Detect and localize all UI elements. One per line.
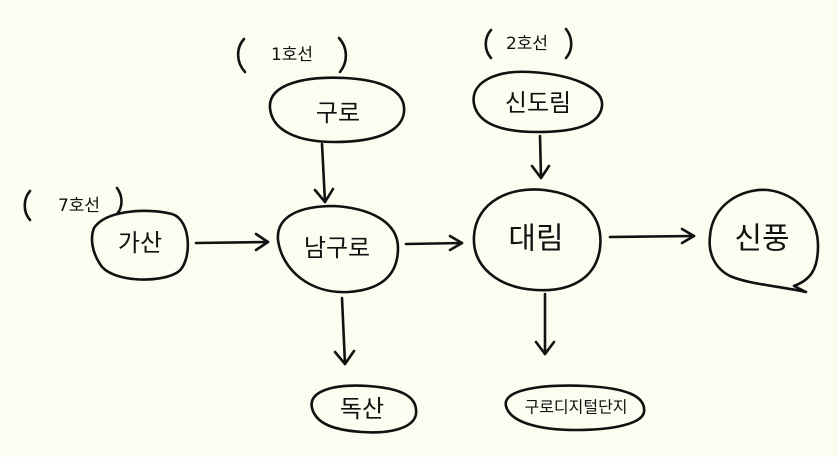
node-label: 구로 bbox=[316, 99, 360, 127]
node-outline bbox=[708, 188, 820, 294]
node-outline bbox=[268, 76, 406, 144]
node-outline bbox=[472, 188, 602, 292]
paren-left bbox=[484, 28, 493, 60]
node-outline bbox=[276, 204, 400, 294]
paren-right bbox=[564, 27, 573, 60]
node-label: 신풍 bbox=[734, 222, 789, 257]
node-outline bbox=[504, 384, 646, 432]
node-outline bbox=[310, 384, 418, 434]
arrow-line bbox=[320, 142, 327, 204]
node-doksan: 독산 bbox=[310, 384, 418, 434]
group-line2: 2호선 bbox=[484, 27, 573, 60]
paren-right bbox=[115, 186, 123, 216]
node-outline bbox=[472, 70, 604, 134]
edge-daerim-sinpung bbox=[608, 227, 696, 245]
edge-sindorim-daerim bbox=[530, 134, 551, 180]
group-line7-label: 7호선 bbox=[58, 196, 100, 216]
edge-gasan-namguro bbox=[194, 232, 270, 252]
arrow-line bbox=[538, 134, 543, 180]
arrow-head bbox=[534, 340, 556, 356]
node-namguro: 남구로 bbox=[276, 204, 400, 294]
arrow-head bbox=[313, 187, 335, 204]
node-sindorim: 신도림 bbox=[472, 70, 604, 134]
node-daerim: 대림 bbox=[472, 188, 602, 292]
node-gasan: 가산 bbox=[90, 209, 190, 281]
node-label: 가산 bbox=[118, 229, 162, 257]
arrow-line bbox=[404, 241, 464, 246]
node-label: 구로디지털단지 bbox=[524, 398, 627, 417]
edge-namguro-daerim bbox=[404, 234, 464, 252]
paren-left bbox=[236, 37, 247, 74]
arrow-head bbox=[448, 234, 464, 252]
arrow-head bbox=[530, 164, 551, 180]
group-line2-label: 2호선 bbox=[506, 34, 548, 54]
node-guro-digital: 구로디지털단지 bbox=[504, 384, 646, 432]
edge-daerim-guro-digital bbox=[534, 292, 556, 356]
arrow-head bbox=[333, 349, 356, 366]
group-line1: 1호선 bbox=[236, 36, 348, 74]
arrow-head bbox=[680, 227, 696, 245]
node-outline bbox=[90, 209, 190, 281]
node-label: 대림 bbox=[508, 222, 563, 257]
node-label: 독산 bbox=[340, 395, 384, 423]
arrow-line bbox=[194, 240, 270, 245]
edge-namguro-doksan bbox=[333, 296, 356, 366]
edge-guro-namguro bbox=[313, 142, 335, 204]
arrow-line bbox=[608, 234, 696, 239]
node-label: 남구로 bbox=[304, 234, 370, 262]
node-label: 신도림 bbox=[505, 89, 571, 117]
node-guro: 구로 bbox=[268, 76, 406, 144]
arrow-head bbox=[254, 232, 270, 252]
group-line1-label: 1호선 bbox=[271, 45, 313, 65]
group-line7: 7호선 bbox=[23, 186, 123, 222]
arrow-line bbox=[340, 296, 347, 366]
paren-right bbox=[337, 36, 348, 74]
node-sinpung: 신풍 bbox=[708, 188, 820, 294]
paren-left bbox=[23, 189, 32, 222]
